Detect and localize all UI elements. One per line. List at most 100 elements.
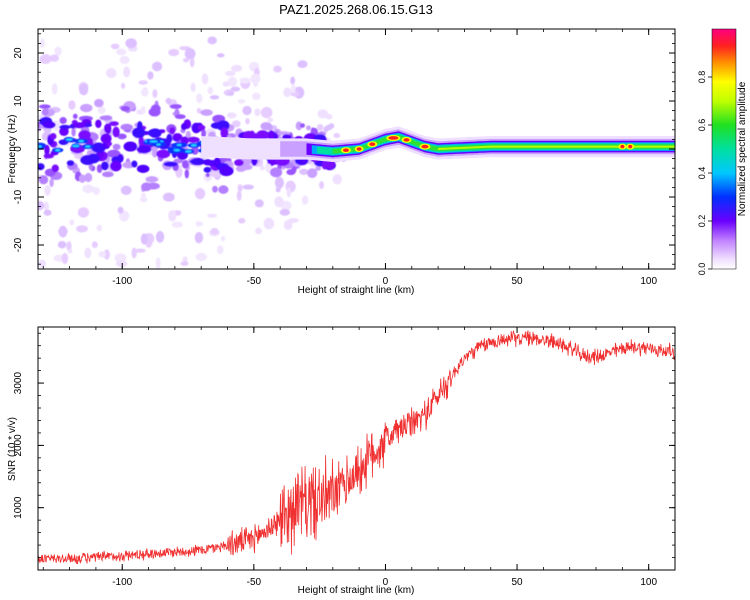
spectrogram-mid-blob [120,123,133,131]
spectrogram-faint-blob [91,241,98,248]
spectrogram-mid-blob [239,164,253,171]
spectrogram-faint-blob [220,235,226,242]
spectrogram-mid-blob [41,108,49,116]
snr-frame [37,326,676,571]
spectrogram-faint-blob [152,89,158,98]
spectrogram-red-spot [421,144,429,149]
spectrogram-strong-blob [42,121,56,129]
spectrogram-strong-blob [132,127,146,139]
spectrogram-faint-blob [283,219,293,231]
spectrogram-faint-blob [207,86,214,95]
spectrogram-strong-blob [169,127,176,135]
spectrogram-faint-blob [138,80,148,85]
spectrogram-faint-blob [226,112,237,119]
spectrogram-strong-blob [72,122,87,129]
spectrogram-faint-blob [77,207,90,218]
spectrogram-faint-blob [105,67,117,79]
spectrogram-x-ticks: -100 -50 0 50 100 [42,29,676,287]
spectrogram-faint-blob [140,106,146,115]
spectrogram-mid-blob [96,164,103,173]
spectrogram-y-tick-label: 0 [13,146,24,152]
spectrogram-cyan-spot [55,148,61,152]
spectrogram-red-spot [628,144,633,149]
spectrogram-strong-blob [123,141,138,152]
spectrogram-red-spot [620,144,625,149]
spectrogram-faint-blob [201,73,209,85]
spectrogram-strong-blob [91,142,106,153]
figure-title: PAZ1.2025.268.06.15.G13 [279,2,433,17]
spectrogram-strong-blob [197,124,206,131]
spectrogram-faint-blob [140,192,147,198]
colorbar: 0.0 0.2 0.4 0.6 0.8 Normalized spectral ampl… [697,28,748,276]
spectrogram-x-tick-label: 100 [640,276,657,287]
spectrogram-mid-blob [145,176,159,183]
spectrogram-faint-blob [254,108,261,117]
colorbar-tick-label: 0.0 [697,263,707,276]
spectrogram-faint-blob [227,76,238,87]
spectrogram-faint-blob [230,86,241,92]
spectrogram-faint-blob [171,221,183,228]
spectrogram-faint-blob [279,208,290,216]
spectrogram-faint-blob [97,106,106,115]
spectrogram-mid-blob [307,168,318,179]
spectrogram-faint-blob [263,217,275,230]
spectrogram-faint-blob [39,38,45,48]
spectrogram-faint-blob [250,73,261,84]
spectrogram-faint-blob [254,199,264,208]
spectrogram-faint-blob [242,105,252,116]
spectrogram-faint-blob [258,158,264,167]
colorbar-label: Normalized spectral amplitude [737,81,748,216]
spectrogram-faint-blob [110,43,120,50]
spectrogram-faint-blob [237,184,243,192]
spectrogram-faint-blob [290,76,296,85]
spectrogram-mid-blob [200,109,213,116]
spectrogram-strong-blob [186,136,200,143]
spectrogram-faint-blob [123,66,131,78]
spectrogram-mid-blob [286,169,296,176]
spectrogram-faint-blob [44,185,51,196]
spectrogram-mid-blob [150,104,161,113]
spectrogram-mid-blob [169,104,182,109]
spectrogram-y-tick-label: -20 [13,237,24,252]
spectrogram-mid-blob [218,185,229,194]
spectrogram-strong-blob [136,121,143,131]
spectrogram-faint-blob [196,93,203,104]
spectrogram-faint-blob [53,254,65,262]
spectrogram-faint-blob [114,253,127,263]
spectrogram-faint-blob [286,187,292,198]
spectrogram-red-spot [342,148,349,152]
spectrogram-faint-blob [43,201,49,211]
spectrogram-mid-blob [120,105,130,112]
spectrogram-strong-blob [109,121,119,127]
spectrogram-faint-blob [231,120,241,128]
snr-y-tick-label: 2000 [13,434,24,457]
spectrogram-mid-blob [212,185,218,193]
spectrogram-faint-blob [38,201,45,211]
spectrogram-faint-blob [323,126,328,133]
spectrogram-strong-blob [189,159,205,164]
spectrogram-mid-blob [38,104,51,109]
spectrogram-faint-blob [38,259,47,268]
spectrogram-ridge-layer [438,145,675,150]
snr-panel: -100 -50 0 50 100 1000 2000 3000 Height of str… [7,326,676,596]
spectrogram-strong-blob [104,123,112,134]
spectrogram-faint-blob [283,87,292,98]
spectrogram-faint-blob [317,109,329,119]
spectrogram-strong-blob [49,133,57,140]
spectrogram-y-ticks: -20 -10 0 10 20 [13,33,675,265]
spectrogram-strong-blob [109,160,122,172]
spectrogram-x-tick-label: -50 [247,276,262,287]
spectrogram-faint-blob [140,233,148,245]
spectrogram-strong-blob [80,155,96,165]
spectrogram-mid-blob [71,127,76,137]
spectrogram-faint-blob [297,60,308,69]
spectrogram-faint-blob [209,95,220,100]
spectrogram-faint-blob [210,228,219,235]
spectrogram-faint-blob [139,196,148,203]
spectrogram-xlabel: Height of straight line (km) [298,285,415,296]
spectrogram-strong-blob [156,149,171,159]
spectrogram-faint-blob [225,70,236,77]
spectrogram-x-tick-label: 50 [512,276,524,287]
spectrogram-faint-blob [54,46,62,56]
